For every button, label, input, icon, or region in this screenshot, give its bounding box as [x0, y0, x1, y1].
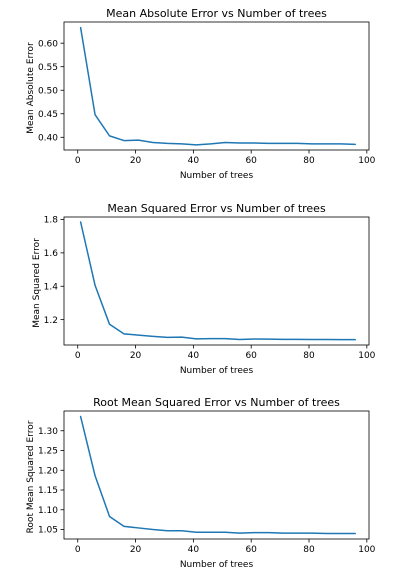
x-tick-label: 80 — [303, 351, 315, 361]
x-axis-label: Number of trees — [180, 171, 254, 181]
y-tick-label: 0.50 — [38, 86, 58, 96]
x-axis-label: Number of trees — [180, 366, 254, 376]
plot-area: 0 20 40 60 80 100 1.05 1.10 1.15 1.20 1.25 1.30 — [38, 410, 376, 555]
x-tick-label: 100 — [358, 156, 375, 166]
y-tick-label: 1.20 — [38, 466, 58, 476]
x-tick-label: 60 — [245, 545, 257, 555]
y-axis-label: Mean Squared Error — [32, 238, 42, 328]
x-tick-label: 100 — [358, 351, 375, 361]
x-tick-label: 40 — [188, 156, 200, 166]
chart-mae: Mean Absolute Error vs Number of trees 0… — [26, 7, 376, 181]
y-tick-label: 0.55 — [38, 63, 58, 73]
x-tick-label: 80 — [303, 156, 315, 166]
series-line — [79, 415, 357, 535]
x-tick-label: 60 — [245, 351, 257, 361]
y-axis-label: Mean Absolute Error — [26, 42, 36, 134]
chart-title: Mean Squared Error vs Number of trees — [107, 202, 326, 215]
chart-title: Mean Absolute Error vs Number of trees — [106, 7, 327, 20]
plot-area: 0 20 40 60 80 100 1.2 1.4 1.6 1.8 — [44, 216, 376, 361]
x-axis-label: Number of trees — [180, 560, 254, 570]
plot-frame — [63, 410, 370, 540]
chart-rmse: Root Mean Squared Error vs Number of tre… — [26, 396, 376, 570]
x-tick-label: 20 — [130, 351, 142, 361]
plot-frame — [63, 216, 370, 346]
chart-title: Root Mean Squared Error vs Number of tre… — [93, 396, 340, 409]
y-tick-label: 1.15 — [38, 486, 58, 496]
y-tick-label: 0.45 — [38, 110, 58, 120]
y-axis-label: Root Mean Squared Error — [26, 420, 36, 533]
series-line — [79, 221, 357, 341]
y-tick-label: 1.05 — [38, 526, 58, 536]
x-tick-label: 20 — [130, 545, 142, 555]
y-tick-label: 0.60 — [38, 39, 58, 49]
x-tick-label: 40 — [188, 351, 200, 361]
x-tick-label: 80 — [303, 545, 315, 555]
x-tick-label: 0 — [75, 545, 81, 555]
chart-mse: Mean Squared Error vs Number of trees 0 2… — [32, 202, 376, 376]
y-tick-label: 1.10 — [38, 506, 58, 516]
y-tick-label: 1.4 — [44, 282, 59, 292]
x-tick-label: 40 — [188, 545, 200, 555]
y-tick-label: 0.40 — [38, 133, 58, 143]
plot-area: 0 20 40 60 80 100 0.40 0.45 0.50 0.55 0.60 — [38, 21, 376, 166]
x-tick-label: 20 — [130, 156, 142, 166]
series-line — [79, 26, 357, 146]
y-tick-label: 1.2 — [44, 316, 58, 326]
y-tick-label: 1.25 — [38, 447, 58, 457]
y-tick-label: 1.8 — [44, 216, 59, 226]
x-tick-label: 0 — [75, 156, 81, 166]
y-tick-label: 1.30 — [38, 427, 58, 437]
x-tick-label: 0 — [75, 351, 81, 361]
y-tick-label: 1.6 — [44, 249, 59, 259]
x-tick-label: 60 — [245, 156, 257, 166]
plot-frame — [63, 21, 370, 151]
x-tick-label: 100 — [358, 545, 375, 555]
